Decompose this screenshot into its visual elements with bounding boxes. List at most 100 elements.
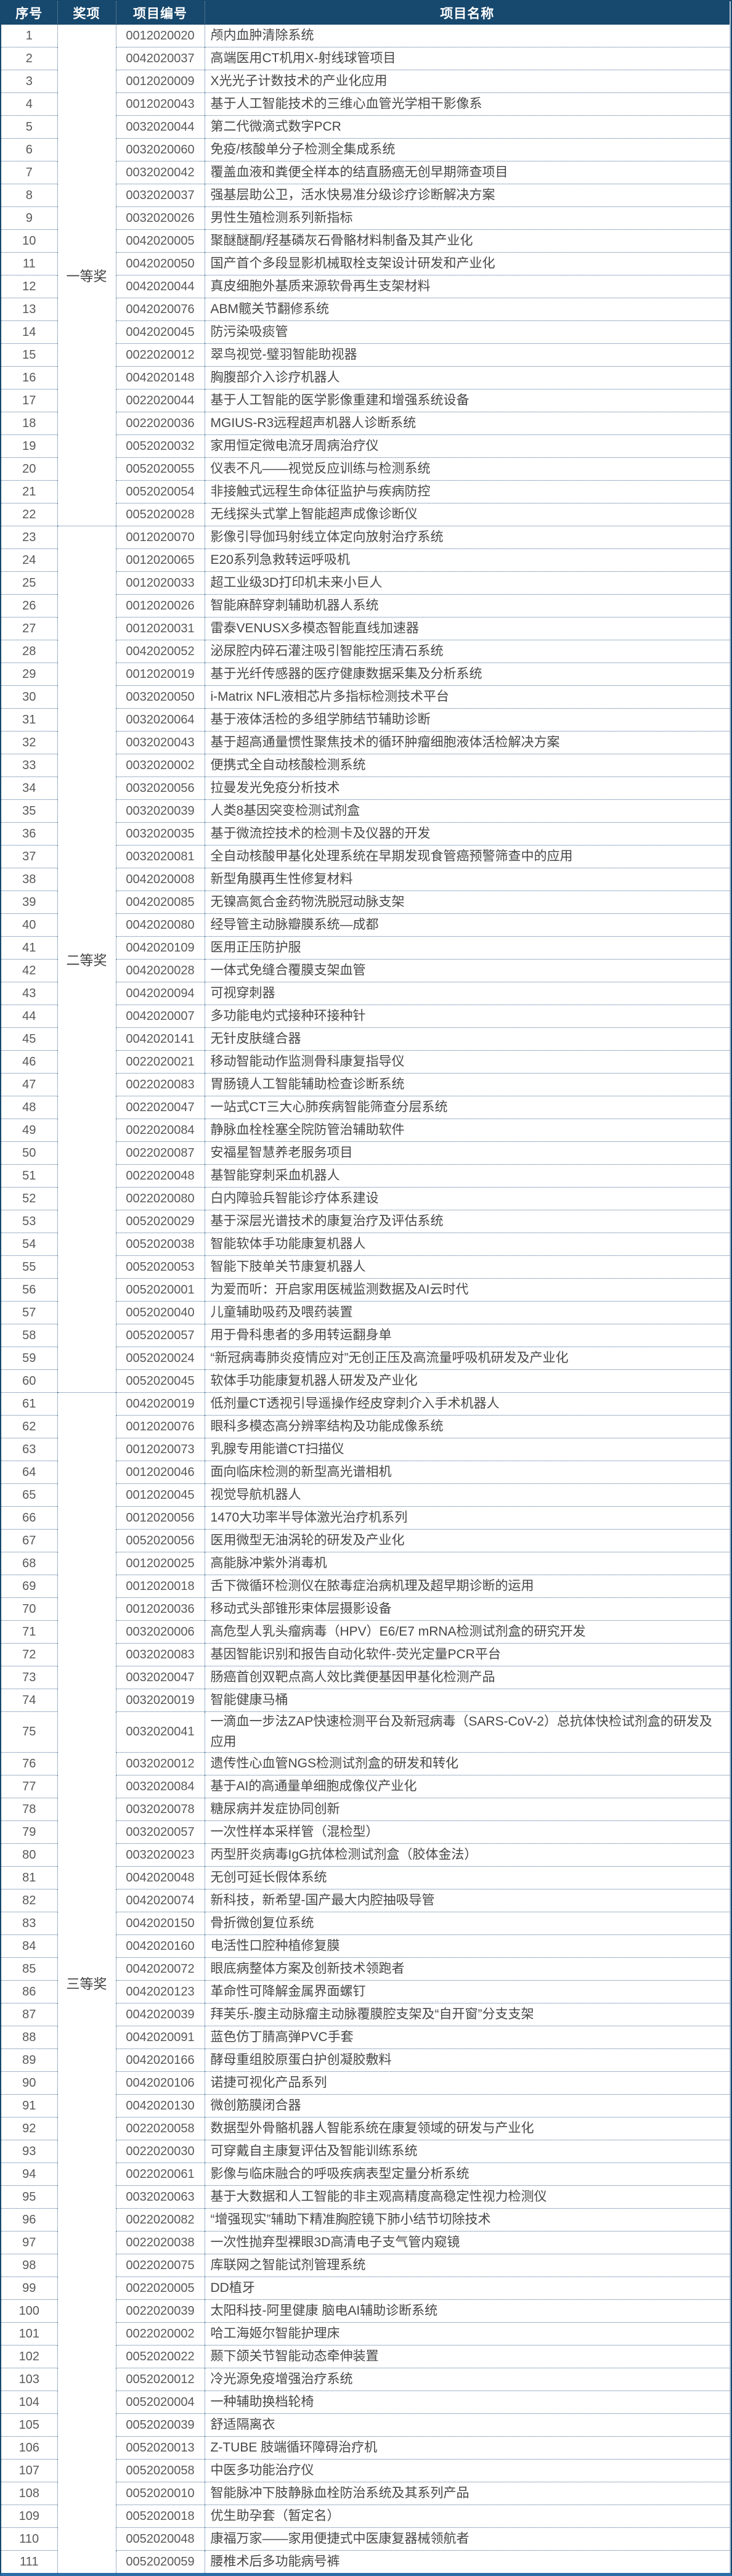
table-row: 55 0052020053 智能下肢单关节康复机器人 — [1, 1255, 730, 1279]
row-number-cell: 19 — [1, 434, 57, 458]
table-row: 92 0022020058 数据型外骨骼机器人智能系统在康复领域的研发与产业化 — [1, 2117, 730, 2140]
table-row: 71 0032020006 高危型人乳头瘤病毒（HPV）E6/E7 mRNA检测试剂… — [1, 1620, 730, 1644]
table-row: 64 0012020046 面向临床检测的新型高光谱相机 — [1, 1461, 730, 1484]
project-code-cell: 0022020061 — [115, 2162, 205, 2186]
project-name-cell: 一次性抛弃型裸眼3D高清电子支气管内窥镜 — [204, 2231, 730, 2254]
project-code-cell: 0042020141 — [115, 1027, 205, 1051]
table-row: 78 0032020078 糖尿病并发症协同创新 — [1, 1798, 730, 1821]
row-number-cell: 7 — [1, 161, 57, 184]
row-number-cell: 37 — [1, 845, 57, 868]
project-name-cell: 基于人工智能技术的三维心血管光学相干影像系 — [204, 92, 730, 116]
project-code-cell: 0032020044 — [115, 115, 205, 139]
row-number-cell: 59 — [1, 1347, 57, 1370]
project-name-cell: 新型角膜再生性修复材料 — [204, 868, 730, 891]
project-code-cell: 0032020039 — [115, 799, 205, 823]
row-number-cell: 76 — [1, 1752, 57, 1775]
table-row: 29 0012020019 基于光纤传感器的医疗健康数据采集及分析系统 — [1, 662, 730, 686]
project-code-cell: 0042020166 — [115, 2048, 205, 2072]
table-row: 48 0022020047 一站式CT三大心肺疾病智能筛查分层系统 — [1, 1096, 730, 1119]
table-row: 43 0042020094 可视穿刺器 — [1, 982, 730, 1005]
project-name-cell: 无创可延长假体系统 — [204, 1866, 730, 1889]
project-code-cell: 0042020008 — [115, 868, 205, 891]
project-name-cell: 经导管主动脉瓣膜系统—成都 — [204, 913, 730, 937]
project-name-cell: 一种辅助换档轮椅 — [204, 2391, 730, 2414]
project-name-cell: 库联网之智能试剂管理系统 — [204, 2254, 730, 2277]
project-name-cell: 静脉血栓栓塞全院防管治辅助软件 — [204, 1119, 730, 1142]
table-row: 74 0032020019 智能健康马桶 — [1, 1689, 730, 1712]
table-row: 12 0042020044 真皮细胞外基质来源软骨再生支架材料 — [1, 275, 730, 298]
project-code-cell: 0032020057 — [115, 1820, 205, 1844]
project-code-cell: 0032020042 — [115, 161, 205, 184]
table-row: 47 0022020083 胃肠镜人工智能辅助检查诊断系统 — [1, 1073, 730, 1096]
project-code-cell: 0022020058 — [115, 2117, 205, 2140]
project-name-cell: E20系列急救转运呼吸机 — [204, 548, 730, 572]
row-number-cell: 68 — [1, 1552, 57, 1575]
project-code-cell: 0032020019 — [115, 1689, 205, 1712]
table-row: 75 0032020041 一滴血一步法ZAP快速检测平台及新冠病毒（SARS-Co… — [1, 1711, 730, 1753]
project-code-cell: 0042020130 — [115, 2094, 205, 2117]
project-name-cell: 无针皮肤缝合器 — [204, 1027, 730, 1051]
project-name-cell: 无线探头式掌上智能超声成像诊断仪 — [204, 503, 730, 526]
project-code-cell: 0022020038 — [115, 2231, 205, 2254]
project-code-cell: 0052020013 — [115, 2436, 205, 2460]
row-number-cell: 106 — [1, 2436, 57, 2460]
project-name-cell: 智能麻醉穿刺辅助机器人系统 — [204, 594, 730, 618]
table-row: 56 0052020001 为爱而听：开启家用医械监测数据及AI云时代 — [1, 1278, 730, 1302]
row-number-cell: 108 — [1, 2482, 57, 2505]
project-code-cell: 0052020053 — [115, 1255, 205, 1279]
project-code-cell: 0012020018 — [115, 1575, 205, 1598]
project-code-cell: 0052020010 — [115, 2482, 205, 2505]
project-name-cell: 腰椎术后多功能病号裤 — [204, 2550, 730, 2574]
project-name-cell: 基于大数据和人工智能的非主观高精度高稳定性视力检测仪 — [204, 2185, 730, 2209]
row-number-cell: 58 — [1, 1324, 57, 1347]
row-number-cell: 24 — [1, 548, 57, 572]
project-name-cell: “增强现实”辅助下精准胸腔镜下肺小结节切除技术 — [204, 2208, 730, 2232]
row-number-cell: 21 — [1, 480, 57, 503]
table-row: 94 0022020061 影像与临床融合的呼吸疾病表型定量分析系统 — [1, 2162, 730, 2186]
project-code-cell: 0032020026 — [115, 206, 205, 230]
row-number-cell: 38 — [1, 868, 57, 891]
row-number-cell: 91 — [1, 2094, 57, 2117]
row-number-cell: 27 — [1, 617, 57, 640]
project-code-cell: 0032020084 — [115, 1775, 205, 1798]
table-row: 58 0052020057 用于骨科患者的多用转运翻身单 — [1, 1324, 730, 1347]
award-cell: 二等奖 — [57, 526, 116, 1393]
project-name-cell: 视觉导航机器人 — [204, 1483, 730, 1507]
table-body: 1 一等奖 0012020020 颅内血肿清除系统 2 0042020037 高端医用CT机… — [1, 25, 730, 2574]
row-number-cell: 6 — [1, 138, 57, 161]
project-code-cell: 0042020037 — [115, 47, 205, 70]
project-code-cell: 0012020076 — [115, 1415, 205, 1438]
project-code-cell: 0052020055 — [115, 457, 205, 481]
table-row: 89 0042020166 酵母重组胶原蛋白护创凝胶敷料 — [1, 2048, 730, 2072]
row-number-cell: 43 — [1, 982, 57, 1005]
table-row: 50 0022020087 安福星智慧养老服务项目 — [1, 1141, 730, 1165]
project-code-cell: 0052020040 — [115, 1301, 205, 1324]
row-number-cell: 35 — [1, 799, 57, 823]
table-row: 95 0032020063 基于大数据和人工智能的非主观高精度高稳定性视力检测仪 — [1, 2185, 730, 2209]
project-code-cell: 0012020036 — [115, 1597, 205, 1621]
project-code-cell: 0022020012 — [115, 343, 205, 367]
row-number-cell: 93 — [1, 2140, 57, 2163]
project-code-cell: 0032020006 — [115, 1620, 205, 1644]
project-name-cell: 太阳科技-阿里健康 脑电AI辅助诊断系统 — [204, 2299, 730, 2323]
row-number-cell: 60 — [1, 1369, 57, 1393]
project-code-cell: 0042020039 — [115, 2003, 205, 2026]
row-number-cell: 64 — [1, 1461, 57, 1484]
project-code-cell: 0052020059 — [115, 2550, 205, 2574]
project-code-cell: 0042020109 — [115, 936, 205, 960]
project-name-cell: ABM髋关节翻修系统 — [204, 298, 730, 321]
table-row: 100 0022020039 太阳科技-阿里健康 脑电AI辅助诊断系统 — [1, 2299, 730, 2323]
project-code-cell: 0032020056 — [115, 776, 205, 800]
row-number-cell: 83 — [1, 1912, 57, 1935]
row-number-cell: 16 — [1, 366, 57, 389]
project-name-cell: 基于AI的高通量单细胞成像仪产业化 — [204, 1775, 730, 1798]
row-number-cell: 25 — [1, 571, 57, 595]
table-row: 18 0022020036 MGIUS-R3远程超声机器人诊断系统 — [1, 412, 730, 435]
project-name-cell: 优生助孕套（暂定名） — [204, 2505, 730, 2528]
project-name-cell: 基于超高通量惯性聚焦技术的循环肿瘤细胞液体活检解决方案 — [204, 731, 730, 754]
project-name-cell: 新科技，新希望-国产最大内腔抽吸导管 — [204, 1889, 730, 1912]
project-name-cell: 儿童辅助吸药及喂药装置 — [204, 1301, 730, 1324]
row-number-cell: 81 — [1, 1866, 57, 1889]
project-name-cell: 胸腹部介入诊疗机器人 — [204, 366, 730, 389]
